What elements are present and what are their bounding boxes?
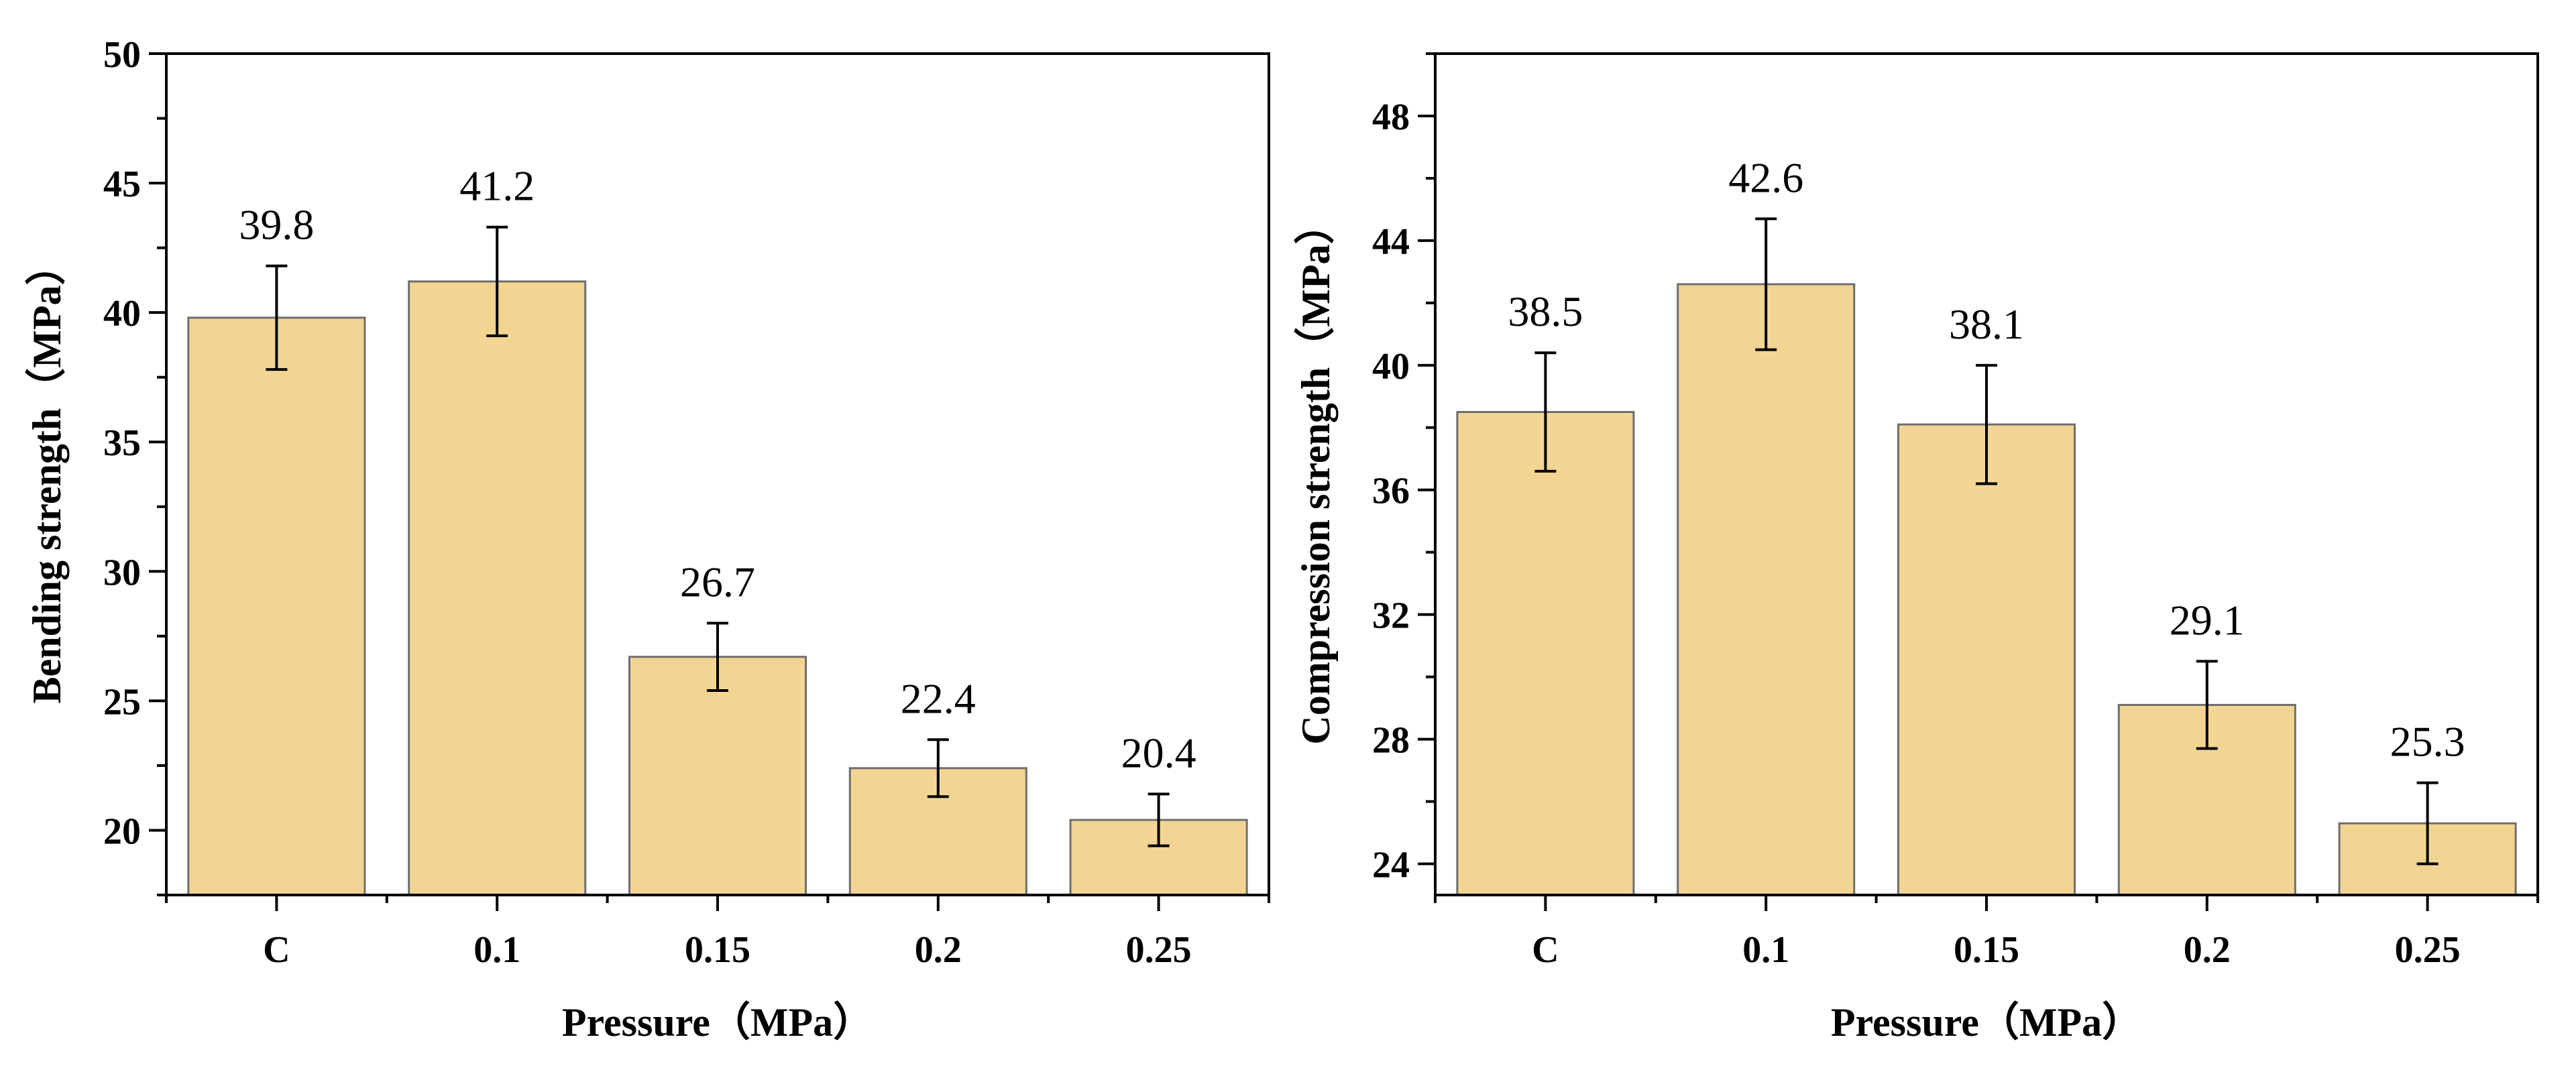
bending-strength-chart: 20 25 30 35 40 45 50 39.8 C 41.2 0.1 26.7 0.15 22.4 0.… <box>24 34 1270 1045</box>
y-tick-label: 24 <box>1372 845 1410 886</box>
x-tick-label: 0.15 <box>1954 929 2019 971</box>
data-label: 38.5 <box>1508 288 1583 335</box>
y-tick-label: 32 <box>1372 595 1410 637</box>
y-tick-label: 25 <box>103 681 141 723</box>
data-label: 41.2 <box>459 162 535 210</box>
y-tick-label: 44 <box>1372 221 1410 263</box>
data-label: 25.3 <box>2390 718 2465 766</box>
y-tick-label: 50 <box>103 34 141 76</box>
bar <box>187 316 366 896</box>
data-label: 29.1 <box>2170 596 2245 644</box>
x-tick-label: 0.2 <box>915 929 962 971</box>
y-axis-title: Compression strength（MPa） <box>1293 204 1338 744</box>
plot-frame <box>1434 52 2539 896</box>
bar <box>408 280 587 896</box>
data-label: 42.6 <box>1728 154 1803 201</box>
y-tick-label: 48 <box>1372 97 1410 138</box>
y-tick-label: 28 <box>1372 720 1410 762</box>
compression-strength-chart: 24 28 32 36 40 44 48 38.5 C 42.6 0.1 38.1 0.15 29.1 0.… <box>1293 52 2539 1045</box>
bar <box>628 656 807 896</box>
x-tick-label: 0.2 <box>2184 929 2231 971</box>
x-tick-label: 0.25 <box>1126 929 1192 971</box>
y-tick-label: 45 <box>103 164 141 205</box>
data-label: 38.1 <box>1949 300 2024 348</box>
bar <box>1677 283 1856 896</box>
plot-frame <box>165 52 1270 896</box>
y-tick-label: 20 <box>103 811 141 852</box>
bar <box>1456 411 1635 896</box>
x-tick-label: 0.25 <box>2395 929 2461 971</box>
x-tick-label: 0.1 <box>473 929 520 971</box>
data-label: 26.7 <box>680 558 755 606</box>
x-tick-label: 0.15 <box>685 929 750 971</box>
bar <box>1897 423 2076 896</box>
x-axis-title: Pressure（MPa） <box>562 1000 873 1045</box>
x-axis-title: Pressure（MPa） <box>1831 1000 2142 1045</box>
data-label: 39.8 <box>239 201 314 249</box>
data-label: 20.4 <box>1121 729 1196 776</box>
y-axis-title: Bending strength（MPa） <box>24 245 69 704</box>
y-tick-label: 40 <box>103 293 141 335</box>
x-tick-label: C <box>1532 929 1559 971</box>
y-tick-label: 35 <box>103 422 141 464</box>
x-tick-label: 0.1 <box>1742 929 1789 971</box>
x-tick-label: C <box>263 929 290 971</box>
data-label: 22.4 <box>901 674 976 722</box>
y-tick-label: 36 <box>1372 471 1410 512</box>
y-tick-label: 30 <box>103 552 141 593</box>
y-tick-label: 40 <box>1372 346 1410 388</box>
